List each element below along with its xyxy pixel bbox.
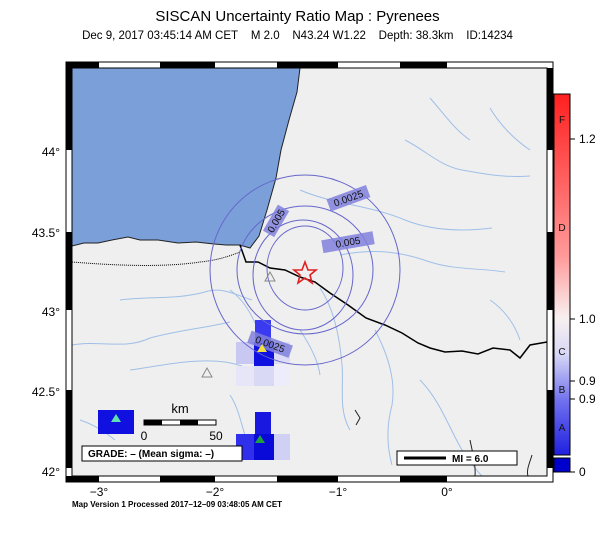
grade-letter: A [559, 423, 566, 434]
scale-bar: km 0 50 [141, 401, 223, 443]
y-tick-label: 42.5° [32, 385, 60, 399]
station-gray-triangle [264, 270, 276, 282]
mi-label: MI = 6.0 [452, 454, 489, 465]
y-tick-label: 43° [42, 305, 60, 319]
border-line [239, 244, 548, 360]
color-bar-value: 1.2 [579, 132, 595, 146]
x-tick-label: −2° [206, 485, 225, 499]
map-frame [65, 61, 554, 483]
color-bar: F D C B A 1.2 1.0 0.9 0.9 0 [553, 93, 595, 479]
epicenter-star-icon[interactable] [291, 259, 319, 285]
event-location: N43.24 W1.22 [292, 30, 366, 42]
grade-letter: D [558, 223, 565, 234]
scale-bar-min: 0 [141, 429, 148, 443]
mi-box [396, 450, 518, 466]
station-cyan-triangle [111, 414, 121, 422]
station-yellow-triangle [257, 344, 267, 352]
grade-letter: F [559, 115, 565, 126]
color-bar-values: 1.2 1.0 0.9 0.9 0 [579, 132, 595, 479]
grade-box [81, 445, 243, 462]
station-gray-triangle [201, 366, 213, 378]
scale-bar-title: km [171, 401, 188, 416]
y-tick-label: 44° [42, 145, 60, 159]
event-info: Dec 9, 2017 03:45:14 AM CET M 2.0 N43.24… [0, 30, 595, 42]
grade-letter: C [558, 347, 565, 358]
contour-lines [209, 174, 401, 366]
footer-processed: Map Version 1 Processed 2017–12–09 03:48… [72, 500, 283, 509]
x-tick-label: 0° [441, 485, 453, 499]
event-datetime: Dec 9, 2017 03:45:14 AM CET [82, 30, 239, 42]
y-tick-label: 43.5° [32, 226, 60, 240]
event-depth: Depth: 38.3km [378, 30, 454, 42]
y-tick-label: 42° [42, 465, 60, 479]
x-tick-label: −1° [329, 485, 348, 499]
scale-bar-max: 50 [209, 429, 223, 443]
sea-area [71, 67, 301, 249]
station-green-triangle [255, 435, 265, 443]
stations [111, 270, 276, 443]
contour-label: 0.005 [335, 236, 362, 251]
grade-letters: F D C B A [558, 115, 565, 434]
x-tick-label: −3° [90, 485, 109, 499]
y-axis-labels: 44° 43.5° 43° 42.5° 42° [32, 145, 60, 479]
grade-letter: B [559, 385, 566, 396]
x-axis-labels: −3° −2° −1° 0° [90, 485, 453, 499]
grade-label: GRADE: – (Mean sigma: –) [88, 449, 214, 460]
color-bar-value: 1.0 [579, 312, 595, 326]
color-bar-value: 0.9 [579, 374, 595, 388]
map-title: SISCAN Uncertainty Ratio Map : Pyrenees [155, 8, 440, 25]
color-bar-value: 0 [579, 465, 586, 479]
border-line-west [71, 251, 241, 266]
event-id: ID:14234 [466, 30, 513, 42]
event-magnitude: M 2.0 [250, 30, 280, 42]
color-bar-value: 0.9 [579, 392, 595, 406]
